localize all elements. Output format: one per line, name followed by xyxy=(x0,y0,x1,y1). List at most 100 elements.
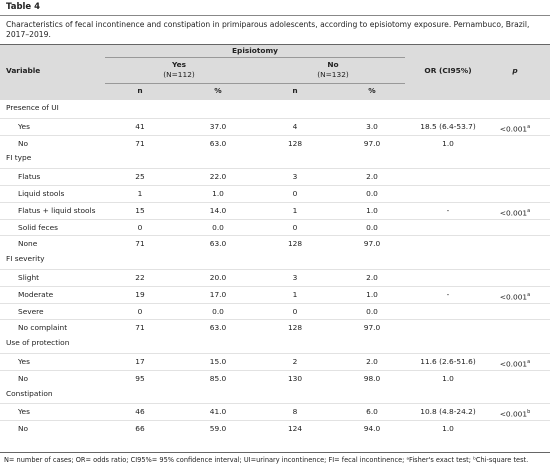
p-note: a xyxy=(527,207,531,214)
odds-ratio: - xyxy=(446,289,450,299)
cell: 3 xyxy=(292,172,298,182)
cell: 2.0 xyxy=(366,172,378,182)
p-note: a xyxy=(527,291,531,298)
rule xyxy=(0,15,550,16)
row-label: Yes xyxy=(18,121,30,131)
header-yes-n: (N=112) xyxy=(163,70,195,79)
caption: Characteristics of fecal incontinence an… xyxy=(6,20,530,39)
cell: 0 xyxy=(292,306,298,316)
section-title: Use of protection xyxy=(6,338,70,348)
cell: 37.0 xyxy=(209,121,227,131)
p-value: <0.001a xyxy=(500,357,530,369)
header-variable: Variable xyxy=(6,66,41,75)
row-label: Yes xyxy=(18,407,30,417)
cell: 0 xyxy=(137,306,143,316)
row-separator xyxy=(0,403,550,405)
cell: 0.0 xyxy=(366,222,378,232)
cell: 22.0 xyxy=(209,172,227,182)
cell: 85.0 xyxy=(209,373,227,383)
row-separator xyxy=(0,201,550,203)
cell: 0 xyxy=(292,222,298,232)
header-group: Episiotomy xyxy=(231,46,279,55)
p-text: <0.001 xyxy=(499,409,528,419)
cell: 20.0 xyxy=(209,273,227,282)
cell: 71 xyxy=(135,138,145,148)
p-text: <0.001 xyxy=(499,292,528,302)
cell: 1 xyxy=(137,189,143,198)
odds-ratio: 11.6 (2.6-51.6) xyxy=(420,357,476,366)
cell: 98.0 xyxy=(363,373,381,383)
footnote: N= number of cases; OR= odds ratio; CI95… xyxy=(4,456,529,464)
cell: 46 xyxy=(135,407,145,417)
cell: 0.0 xyxy=(212,306,224,316)
row-separator xyxy=(0,117,550,119)
cell: 124 xyxy=(287,424,303,434)
cell: 2.0 xyxy=(366,273,378,282)
p-note: b xyxy=(527,409,531,416)
cell: 0 xyxy=(137,222,143,232)
header-p: p xyxy=(512,66,518,75)
row-label: Solid feces xyxy=(18,222,58,232)
row-separator xyxy=(0,168,550,170)
cell: 15.0 xyxy=(209,357,227,366)
p-value: <0.001a xyxy=(500,290,530,302)
row-label: Liquid stools xyxy=(18,189,65,198)
odds-ratio: 10.8 (4.8-24.2) xyxy=(420,407,476,417)
row-label: Severe xyxy=(18,306,44,316)
cell: 128 xyxy=(287,323,303,333)
row-label: Flatus + liquid stools xyxy=(18,205,96,215)
cell: 41.0 xyxy=(209,407,227,417)
row-separator xyxy=(0,302,550,304)
row-separator xyxy=(0,185,550,186)
cell: 130 xyxy=(287,373,303,383)
row-label: No xyxy=(18,373,29,383)
cell: 63.0 xyxy=(209,323,227,333)
cell: 66 xyxy=(135,424,145,434)
section-title: Constipation xyxy=(6,388,53,398)
cell: 3.0 xyxy=(366,121,378,131)
cell: 97.0 xyxy=(363,138,381,148)
row-separator xyxy=(0,134,550,136)
header-yes: Yes xyxy=(171,60,187,69)
cell: 14.0 xyxy=(209,205,227,215)
odds-ratio: 1.0 xyxy=(442,138,454,148)
row-label: No xyxy=(18,424,29,434)
cell: 94.0 xyxy=(363,424,381,434)
row-label: Slight xyxy=(18,273,40,282)
odds-ratio: - xyxy=(446,205,450,215)
cell: 0.0 xyxy=(212,222,224,232)
row-label: No xyxy=(18,138,29,148)
cell: 25 xyxy=(135,172,145,182)
row-label: No complaint xyxy=(18,323,68,333)
cell: 1 xyxy=(292,289,298,299)
cell: 0 xyxy=(292,189,298,198)
row-separator xyxy=(0,319,550,321)
cell: 17.0 xyxy=(209,289,227,299)
row-label: Yes xyxy=(18,357,30,366)
cell: 2.0 xyxy=(366,357,378,366)
bottom-rule xyxy=(0,452,550,453)
p-note: a xyxy=(527,359,531,365)
row-separator xyxy=(0,218,550,220)
cell: 41 xyxy=(135,121,145,131)
header-rule xyxy=(105,83,405,84)
cell: 3 xyxy=(292,273,298,282)
odds-ratio: 18.5 (6.4-53.7) xyxy=(420,121,476,131)
section-title: FI type xyxy=(6,153,32,163)
row-separator xyxy=(0,420,550,422)
p-text: <0.001 xyxy=(499,359,528,369)
cell: 22 xyxy=(135,273,145,282)
p-value: <0.001b xyxy=(500,407,531,419)
header-rule xyxy=(105,57,405,58)
cell: 2 xyxy=(292,357,298,366)
cell: 97.0 xyxy=(363,323,381,333)
row-separator xyxy=(0,235,550,237)
cell: 97.0 xyxy=(363,239,381,249)
cell: 19 xyxy=(135,289,145,299)
row-label: None xyxy=(18,239,38,249)
row-separator xyxy=(0,269,550,270)
p-text: <0.001 xyxy=(499,124,528,134)
header-background xyxy=(0,44,550,100)
header-no-n: (N=132) xyxy=(317,70,349,79)
